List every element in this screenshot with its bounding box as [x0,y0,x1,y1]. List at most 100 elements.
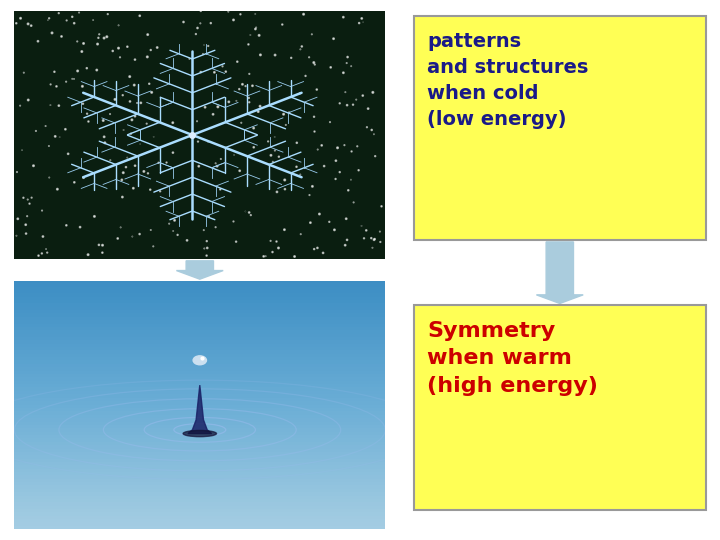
Point [341,235,353,244]
Point [168,227,179,235]
Point [184,55,195,63]
Point [53,102,65,110]
Point [120,163,132,172]
Point [143,79,155,88]
Point [94,30,105,39]
Point [142,52,153,61]
Point [374,238,386,246]
Point [276,20,288,29]
Point [328,35,339,43]
Point [11,19,22,28]
Point [334,168,346,177]
Point [366,244,378,252]
Point [115,223,127,232]
Point [338,13,349,22]
Point [357,18,369,26]
Point [42,248,53,257]
Point [361,123,373,132]
Point [50,82,62,91]
Point [73,8,85,17]
FancyBboxPatch shape [414,305,706,510]
Point [207,110,219,119]
Point [235,10,246,18]
Point [201,251,212,260]
Point [271,187,283,196]
Point [172,231,184,239]
Point [255,51,266,59]
Point [294,170,306,179]
Point [367,88,379,97]
Point [112,234,124,243]
Point [228,151,240,159]
Point [341,214,352,223]
Point [220,68,232,76]
Point [68,75,80,83]
Point [316,141,328,150]
Point [122,42,133,51]
Point [192,24,203,32]
Point [304,191,315,199]
Point [271,237,282,246]
Circle shape [193,356,207,364]
Point [22,19,34,28]
Point [273,244,284,252]
Point [323,218,335,226]
Point [279,176,290,184]
Point [126,116,138,124]
Point [45,101,56,110]
Point [181,236,193,245]
Point [279,225,290,234]
Point [357,91,369,100]
Point [63,150,74,158]
Point [243,93,255,102]
Point [83,117,94,126]
Point [343,186,354,194]
Point [81,64,93,72]
Point [60,221,72,230]
Point [26,193,37,202]
Point [215,154,227,163]
Point [93,33,104,42]
Point [71,37,83,46]
Point [303,53,315,62]
Point [40,122,51,130]
Point [228,217,239,226]
Point [356,14,367,23]
Point [235,118,247,127]
Point [234,166,246,175]
Point [308,112,320,121]
Point [24,199,35,208]
Point [168,216,180,225]
Point [374,227,386,236]
Point [353,166,364,174]
Point [30,127,42,136]
Point [250,25,261,33]
Point [296,42,307,51]
Point [28,161,40,170]
Point [237,80,248,89]
Point [243,98,255,106]
Point [11,232,22,240]
Point [93,241,104,249]
Point [89,212,100,221]
Point [12,214,24,223]
Point [130,112,141,120]
Point [354,19,365,28]
Point [348,198,359,207]
Point [339,241,351,249]
Point [40,245,52,253]
Point [25,21,37,30]
Point [124,72,135,81]
FancyArrow shape [176,261,223,279]
Point [309,60,320,69]
Point [340,88,351,97]
Point [356,221,367,230]
Point [361,226,372,235]
Point [222,8,234,16]
Point [134,230,145,238]
Point [199,244,210,253]
Point [114,53,126,62]
Point [245,211,256,219]
Point [312,244,323,252]
Point [291,138,302,147]
